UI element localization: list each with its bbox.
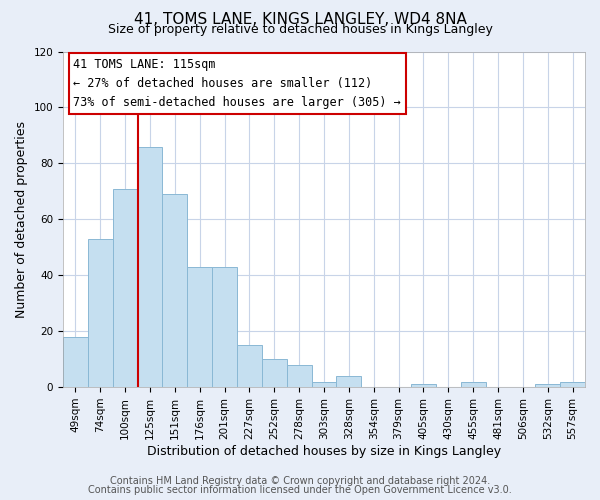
Bar — [187, 267, 212, 387]
Bar — [461, 382, 485, 387]
Text: 41, TOMS LANE, KINGS LANGLEY, WD4 8NA: 41, TOMS LANE, KINGS LANGLEY, WD4 8NA — [134, 12, 466, 28]
Bar — [113, 188, 137, 387]
Bar — [287, 364, 311, 387]
Y-axis label: Number of detached properties: Number of detached properties — [15, 121, 28, 318]
Bar — [88, 239, 113, 387]
Text: 41 TOMS LANE: 115sqm
← 27% of detached houses are smaller (112)
73% of semi-deta: 41 TOMS LANE: 115sqm ← 27% of detached h… — [73, 58, 401, 109]
X-axis label: Distribution of detached houses by size in Kings Langley: Distribution of detached houses by size … — [147, 444, 501, 458]
Bar — [262, 359, 287, 387]
Bar — [411, 384, 436, 387]
Bar — [63, 337, 88, 387]
Bar — [535, 384, 560, 387]
Bar — [137, 146, 163, 387]
Bar — [237, 345, 262, 387]
Text: Contains HM Land Registry data © Crown copyright and database right 2024.: Contains HM Land Registry data © Crown c… — [110, 476, 490, 486]
Bar — [311, 382, 337, 387]
Text: Size of property relative to detached houses in Kings Langley: Size of property relative to detached ho… — [107, 24, 493, 36]
Bar — [337, 376, 361, 387]
Bar — [212, 267, 237, 387]
Bar — [163, 194, 187, 387]
Text: Contains public sector information licensed under the Open Government Licence v3: Contains public sector information licen… — [88, 485, 512, 495]
Bar — [560, 382, 585, 387]
